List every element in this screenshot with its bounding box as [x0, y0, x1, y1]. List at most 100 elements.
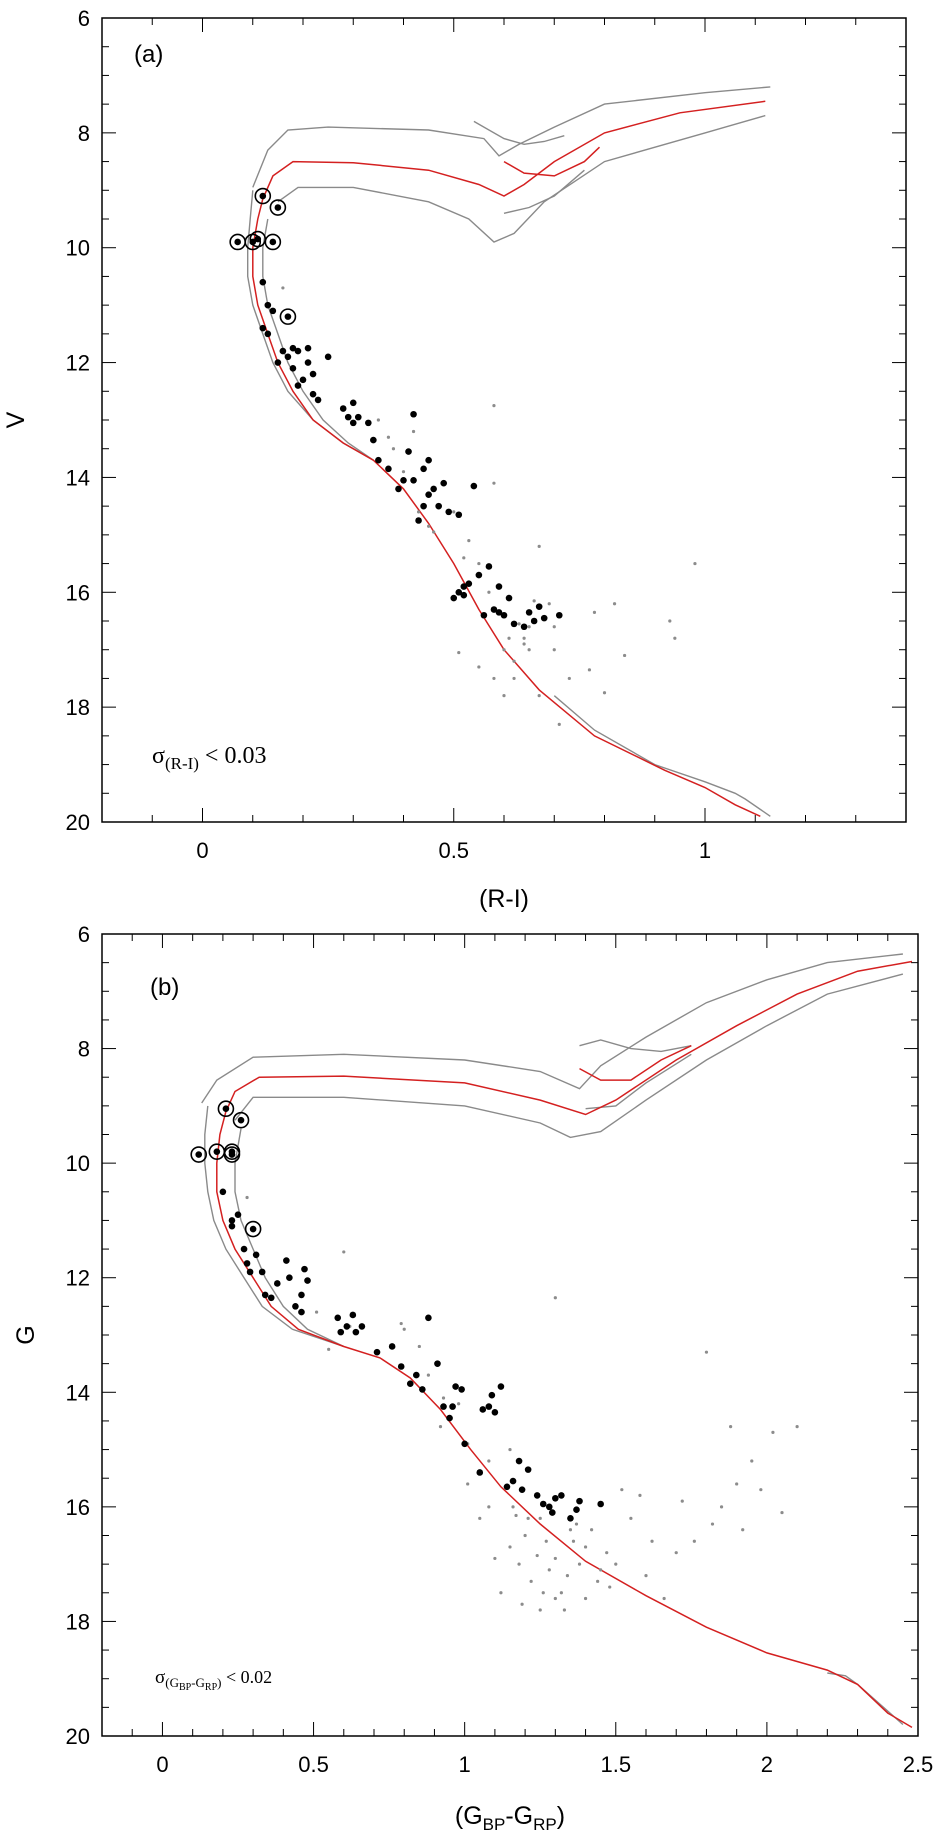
panel-a-member-star — [460, 591, 468, 599]
panel-a-envelope-faint-tail — [553, 695, 771, 817]
panel-a-member-star — [395, 485, 402, 493]
panel-a-field-star — [587, 668, 592, 672]
panel-a-member-star — [475, 571, 483, 579]
panel-a-member-star — [309, 390, 317, 398]
panel-b-field-star — [544, 1539, 548, 1543]
panel-a-member-star — [495, 583, 503, 590]
panel-b-member-star — [458, 1386, 465, 1393]
panel-b-member-star — [518, 1486, 526, 1493]
panel-b-member-star — [406, 1380, 414, 1387]
panel-a-y-tick-label: 12 — [66, 351, 90, 376]
panel-a-member-star — [294, 347, 302, 355]
panel-b-field-star — [650, 1539, 654, 1543]
panel-a-field-star — [552, 625, 556, 629]
panel-a-member-star — [314, 396, 322, 404]
panel-b-field-star — [605, 1551, 609, 1555]
panel-a-field-star — [391, 447, 396, 451]
panel-b-member-star — [286, 1274, 293, 1282]
panel-b-field-star — [538, 1516, 542, 1520]
panel-b-bright-member-ring — [223, 1146, 241, 1163]
panel-a-field-star — [532, 599, 536, 603]
panel-a-label: (a) — [134, 41, 163, 68]
panel-b-field-star — [644, 1574, 648, 1578]
panel-b-member-star — [352, 1328, 360, 1336]
panel-a-y-tick-label: 10 — [66, 236, 90, 261]
panel-b-member-star — [228, 1222, 236, 1230]
panel-b-field-star — [538, 1608, 542, 1612]
panel-b-member-star — [425, 1314, 432, 1322]
panel-a-bright-member-star — [269, 238, 277, 246]
panel-a-member-star — [455, 588, 463, 596]
panel-b-y-tick-label: 16 — [66, 1495, 90, 1520]
panel-a-member-star — [470, 482, 478, 490]
panel-b-bright-member-star — [228, 1151, 236, 1158]
panel-a-member-star — [465, 580, 473, 587]
panel-b-field-star — [638, 1493, 642, 1497]
panel-b-field-star — [577, 1562, 582, 1566]
panel-b-member-star — [576, 1497, 583, 1505]
panel-b-member-star — [549, 1509, 556, 1516]
panel-a-member-star — [274, 359, 282, 366]
panel-b-field-star — [562, 1608, 567, 1612]
panel-b-bright-member-ring — [190, 1146, 208, 1163]
panel-a-member-star — [264, 301, 272, 309]
panel-a-member-star — [430, 485, 437, 493]
panel-a-member-star — [304, 359, 312, 366]
panel-a-field-star — [462, 556, 466, 560]
panel-b-member-star — [461, 1440, 468, 1448]
panel-b-member-star — [539, 1500, 547, 1508]
panel-a-field-star — [492, 676, 496, 681]
panel-a-member-star — [299, 376, 307, 384]
panel-a-field-star — [502, 648, 506, 652]
panel-b-member-star — [240, 1245, 248, 1253]
panel-b-x-tick-label: 0.5 — [298, 1752, 329, 1777]
panel-b-field-star — [508, 1447, 512, 1452]
panel-b-field-star — [487, 1505, 491, 1509]
panel-a-member-star — [259, 278, 267, 286]
panel-a-member-star — [460, 583, 468, 590]
panel-b-member-star — [533, 1492, 541, 1499]
panel-b-member-star — [434, 1360, 441, 1367]
panel-a-field-star — [557, 722, 561, 726]
panel-b-field-star — [596, 1579, 600, 1583]
panel-b-field-star — [493, 1556, 497, 1561]
panel-b-field-star — [514, 1513, 518, 1518]
panel-a-bright-member-star — [259, 192, 267, 200]
panel-b-member-star — [267, 1294, 275, 1302]
panel-a-member-star — [480, 611, 488, 619]
panel-a-y-tick-label: 8 — [78, 121, 90, 146]
panel-a-x-tick-label: 0 — [196, 838, 208, 863]
panel-a-x-tick-label: 0.5 — [438, 838, 469, 863]
panel-b-frame — [101, 933, 919, 1737]
panel-b-member-star — [228, 1217, 236, 1224]
panel-a-member-star — [370, 436, 377, 444]
panel-a-field-star — [567, 676, 571, 681]
panel-a-x-axis-title: (R-I) — [479, 885, 529, 913]
panel-a-field-star — [452, 510, 456, 514]
panel-b-field-star — [692, 1539, 696, 1543]
panel-a-isochrone — [252, 198, 761, 817]
panel-b-member-star — [252, 1251, 260, 1259]
panel-b-member-star — [337, 1328, 345, 1336]
panel-b-field-star — [529, 1579, 533, 1583]
panel-a-y-tick-label: 16 — [66, 580, 90, 605]
panel-b-member-star — [503, 1483, 511, 1491]
panel-b-field-star — [508, 1545, 512, 1549]
panel-b-member-star — [358, 1323, 366, 1330]
panel-a-member-star — [435, 502, 442, 510]
panel-b-envelope-upper-ms — [204, 1105, 345, 1348]
panel-a-isochrone-giant — [262, 100, 766, 200]
panel-a-field-star — [522, 642, 526, 646]
panel-b-member-star — [349, 1311, 357, 1319]
panel-b-member-star — [283, 1257, 290, 1264]
panel-a-bright-member-star — [254, 235, 262, 243]
panel-b-field-star — [547, 1568, 551, 1572]
panel-a-field-star — [512, 676, 516, 681]
panel-a-y-tick-label: 20 — [66, 810, 90, 835]
panel-a-bright-member-star — [234, 238, 241, 246]
panel-a-field-star — [432, 530, 436, 534]
panel-b-member-star — [258, 1268, 266, 1276]
